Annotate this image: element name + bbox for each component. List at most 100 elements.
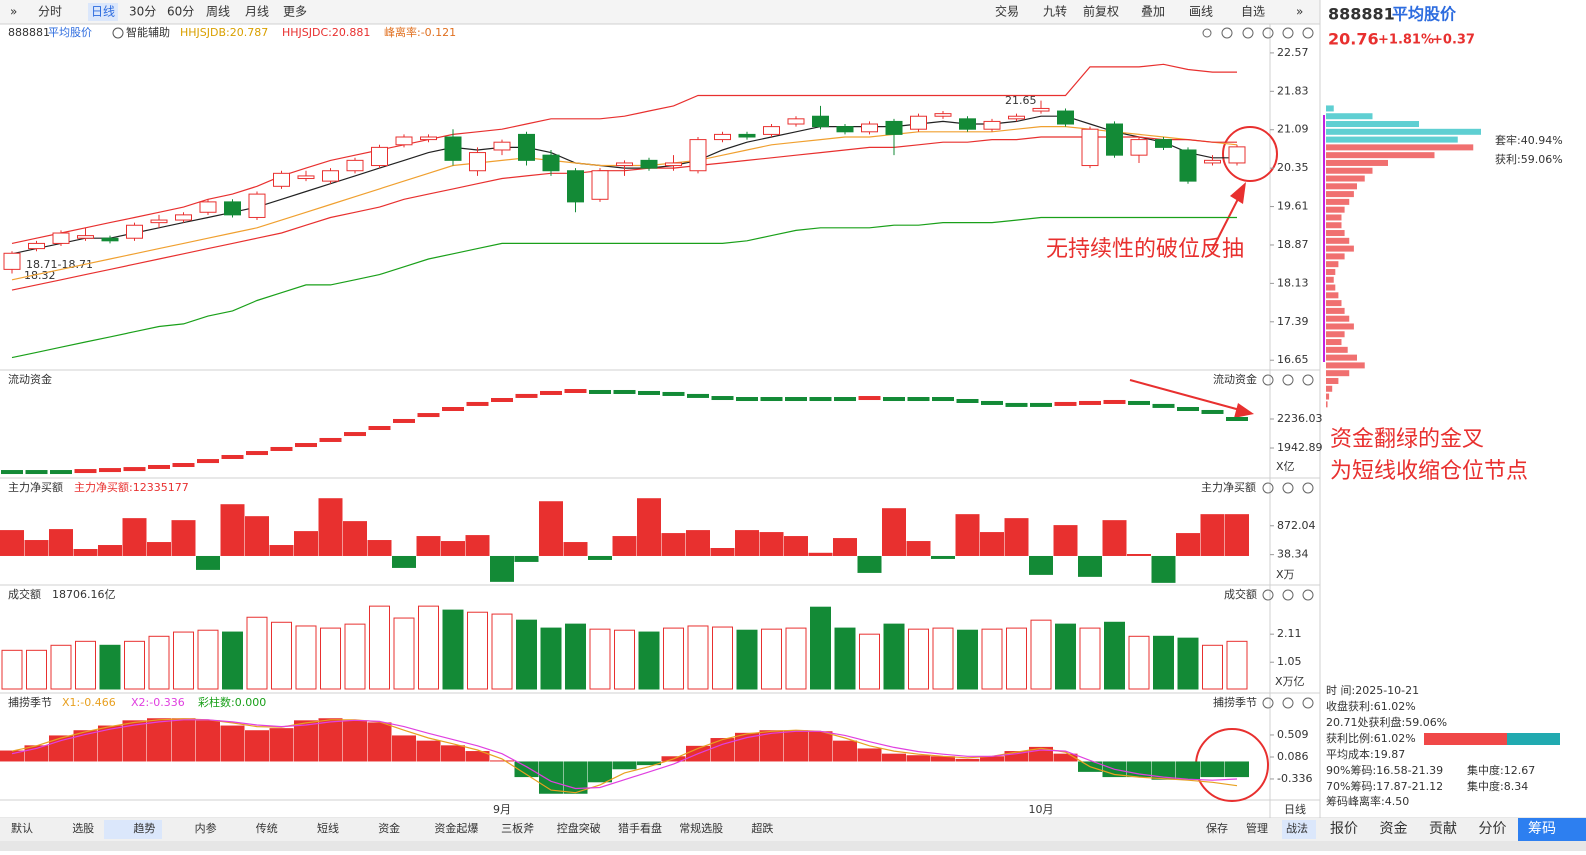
candle-body [959, 118, 976, 130]
bottom-tab[interactable]: 常规选股 [679, 821, 723, 835]
expand-icon[interactable]: » [1296, 5, 1303, 19]
season-bar [612, 761, 637, 770]
chip-bar [1326, 128, 1481, 135]
candle-body [322, 170, 339, 182]
bottom-tab[interactable]: 超跌 [751, 821, 773, 835]
candle-body [248, 193, 266, 218]
flow-bar [981, 400, 1003, 405]
tab[interactable]: 日线 [91, 5, 115, 19]
annotation: 无持续性的破位反抽 [1046, 237, 1244, 262]
y-tick-label: 0.509 [1277, 728, 1309, 741]
menu[interactable]: 前复权 [1083, 4, 1119, 19]
bottom-tab[interactable]: 猎手看盘 [618, 821, 662, 835]
action-tab[interactable]: 管理 [1246, 821, 1268, 835]
candle-body [1228, 146, 1246, 164]
tab[interactable]: 分时 [38, 5, 62, 19]
expand-icon[interactable]: » [10, 5, 17, 19]
side-tab[interactable]: 贡献 [1429, 821, 1457, 837]
side-tab[interactable]: 筹码 [1528, 820, 1556, 837]
bottom-tab[interactable]: 内参 [195, 821, 217, 835]
price-label: 18.32 [24, 269, 56, 282]
side-tab[interactable]: 报价 [1330, 821, 1358, 837]
chip-bar [1326, 261, 1339, 268]
tab[interactable]: 30分 [129, 5, 156, 19]
flow-bar [50, 470, 72, 475]
y-tick-label: 872.04 [1277, 519, 1316, 532]
action-tab[interactable]: 战法 [1286, 821, 1308, 835]
net-bar [294, 531, 318, 556]
volume-bar [173, 631, 194, 690]
volume-bar [1030, 619, 1052, 690]
flow-bar [809, 397, 832, 402]
net-bar [171, 520, 196, 556]
bottom-tab[interactable]: 短线 [317, 821, 339, 835]
bottom-tab[interactable]: 控盘突破 [557, 821, 601, 835]
bottom-tab[interactable]: 资金起爆 [434, 821, 478, 835]
season-bar [343, 720, 367, 762]
side-tab[interactable]: 分价 [1479, 821, 1507, 837]
indicator: HHJSJDC:20.881 [282, 26, 370, 39]
season-bar [539, 761, 563, 794]
chip-bar [1326, 144, 1474, 151]
chip-bar [1326, 284, 1336, 291]
chip-bar [1326, 222, 1342, 229]
tab[interactable]: 更多 [283, 5, 307, 19]
bottom-tab[interactable]: 选股 [72, 822, 94, 835]
candle-body [885, 120, 903, 135]
chip-bar [1326, 393, 1330, 400]
net-bar [441, 541, 465, 556]
season-bar [710, 738, 735, 762]
code: 888881 [8, 26, 50, 39]
candle-body [1130, 139, 1148, 156]
menu[interactable]: 叠加 [1141, 5, 1165, 19]
season-bar [833, 740, 857, 762]
candle-body [934, 113, 952, 117]
bottom-tab[interactable]: 三板斧 [501, 821, 534, 835]
candle-body [420, 136, 437, 141]
tab[interactable]: 60分 [167, 5, 194, 19]
chip-bar [1326, 307, 1345, 314]
bottom-tab[interactable]: 传统 [256, 822, 278, 835]
chip-bar [1326, 315, 1350, 322]
flow-bar [662, 391, 685, 396]
chip-bar [1326, 362, 1365, 369]
net-bar [637, 498, 661, 556]
y-tick-label: 16.65 [1277, 353, 1309, 366]
candle-body [567, 170, 584, 203]
active-tab [1282, 820, 1316, 839]
season-bar [294, 720, 318, 762]
bottom-tab[interactable]: 趋势 [133, 822, 155, 835]
bottom-tabs: 默认 选股 趋势 内参 传统 短线 资金 资金起爆 三板斧 控盘突破 猎手看盘 常规选股 超跌 保存 管理 战… [11, 820, 1556, 837]
volume-bar [1104, 621, 1125, 690]
bottom-tab[interactable]: 默认 [11, 822, 33, 835]
flow-bar [515, 393, 538, 398]
assist[interactable]: 智能辅助 [126, 25, 170, 39]
tab[interactable]: 月线 [245, 5, 269, 19]
menu[interactable]: 自选 [1241, 5, 1265, 19]
chip-bar [1326, 323, 1354, 330]
side-tab[interactable]: 资金 [1380, 821, 1408, 837]
net-bar [588, 555, 612, 560]
net-bar [955, 514, 980, 556]
menu[interactable]: 交易 [995, 4, 1019, 19]
volume-bar [442, 609, 464, 690]
panel-title: 成交额 [8, 587, 41, 601]
indicator: 峰离率:-0.121 [384, 25, 456, 39]
action-tab[interactable]: 保存 [1206, 821, 1228, 835]
volume-bar [1, 649, 23, 690]
bottom-tab[interactable]: 资金 [378, 821, 400, 835]
volume-bar [26, 649, 47, 690]
menu[interactable]: 九转 [1043, 4, 1067, 19]
flow-bar [540, 390, 562, 395]
season-bar [0, 750, 24, 762]
flow-bar [687, 393, 709, 398]
menu[interactable]: 画线 [1189, 5, 1213, 19]
icon [112, 27, 124, 39]
tab[interactable]: 周线 [206, 5, 230, 19]
summary: 18706.16亿 [52, 588, 116, 601]
candle-body [1057, 110, 1074, 125]
indicator: HHJSJDB:20.787 [180, 26, 268, 39]
unit: X万 [1276, 568, 1295, 581]
season-bar [49, 735, 73, 762]
net-bar [661, 533, 686, 556]
